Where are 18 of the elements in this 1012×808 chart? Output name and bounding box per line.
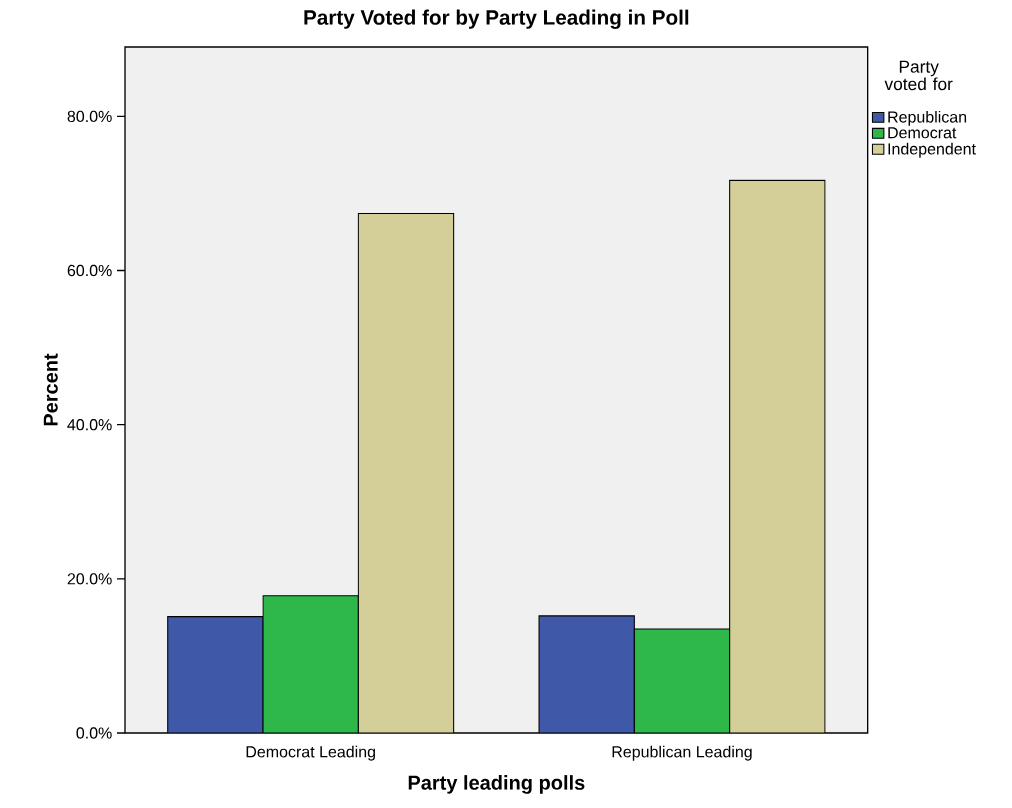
y-axis-title: Percent	[43, 353, 58, 426]
bar	[262, 595, 359, 733]
chart-title: Party Voted for by Party Leading in Poll	[304, 9, 689, 29]
bar	[167, 616, 264, 733]
y-tick-label: 80.0%	[67, 110, 112, 123]
bar	[538, 615, 635, 733]
x-tick-label: Republican Leading	[612, 745, 752, 761]
y-tick-label: 20.0%	[67, 573, 112, 585]
legend-title: Party voted for	[884, 60, 953, 91]
x-axis-title: Party leading polls	[408, 775, 585, 794]
y-tick-label: 60.0%	[67, 264, 112, 277]
legend-label: Democrat	[888, 127, 957, 139]
legend-label: Republican	[888, 110, 967, 126]
x-tick-label: Democrat Leading	[246, 745, 375, 761]
bar	[633, 628, 731, 733]
legend-label: Independent	[888, 142, 976, 158]
y-tick-label: 0.0%	[76, 727, 112, 739]
y-tick-label: 40.0%	[67, 419, 112, 431]
